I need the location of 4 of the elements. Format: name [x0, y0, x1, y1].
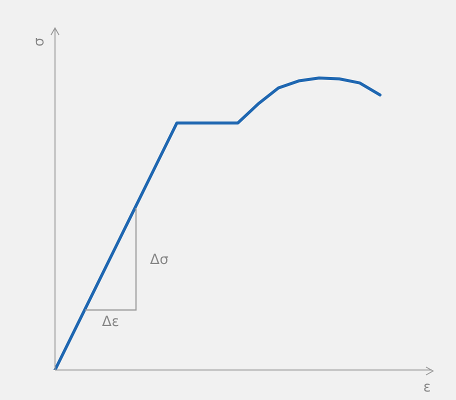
y-axis-title: σ: [32, 37, 48, 46]
annotation: Δσ: [150, 252, 168, 268]
annotation: Δε: [102, 314, 120, 330]
x-axis-title: ε: [423, 380, 431, 396]
